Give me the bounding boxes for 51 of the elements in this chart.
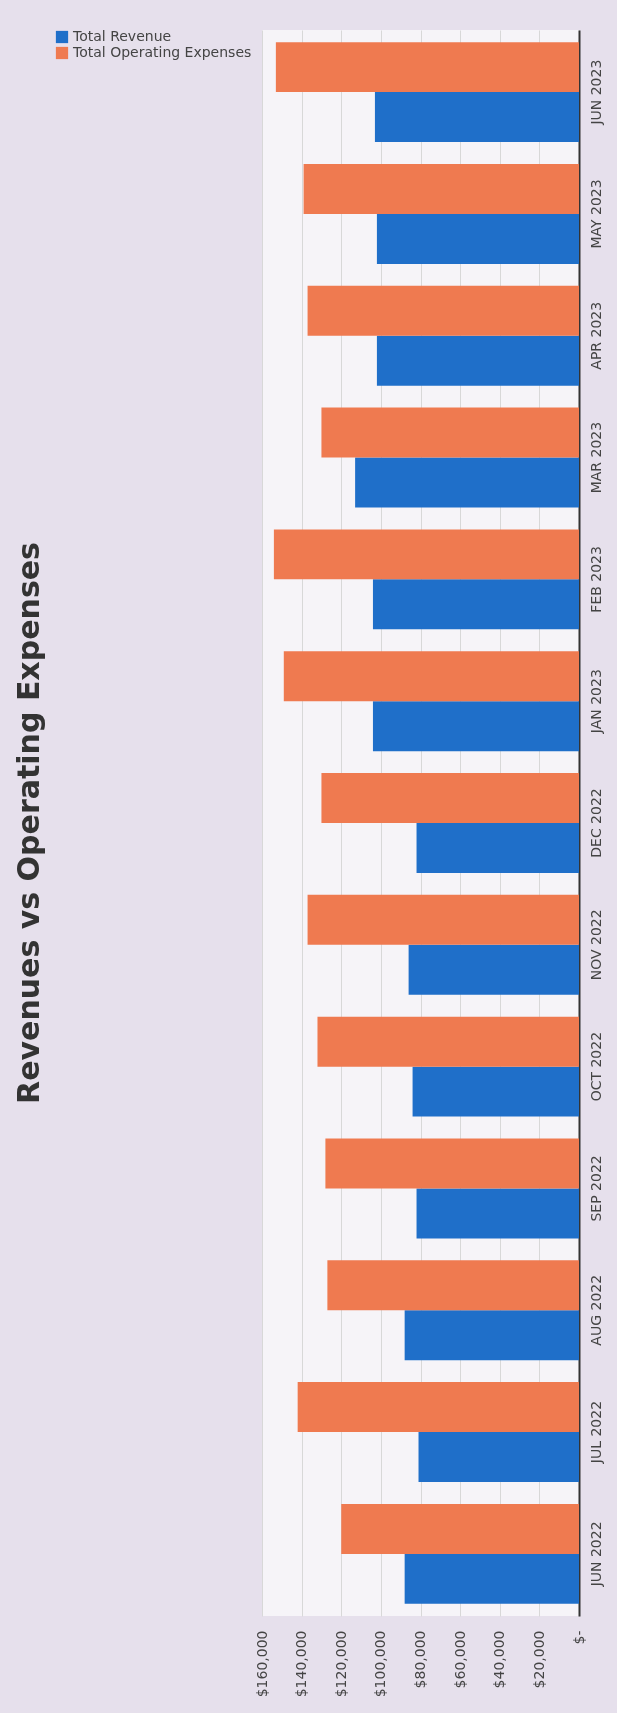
bar [327, 1260, 579, 1311]
bar [283, 651, 579, 702]
bar [273, 529, 579, 580]
y-tick-label: JUL 2022 [587, 1400, 604, 1465]
y-tick-label: JUN 2023 [587, 59, 604, 126]
bar [408, 944, 579, 995]
y-tick-label: APR 2023 [587, 301, 604, 370]
x-tick-label: $120,000 [332, 1630, 349, 1698]
bar [321, 773, 579, 823]
bar [325, 1138, 579, 1189]
bar [355, 457, 579, 508]
bar [317, 1016, 579, 1067]
bar [341, 1503, 579, 1554]
y-tick-label: FEB 2023 [587, 546, 604, 613]
bar [418, 1432, 579, 1483]
x-tick-label: $80,000 [412, 1630, 428, 1689]
y-tick-label: JAN 2023 [587, 669, 604, 735]
bar [412, 1066, 579, 1117]
y-tick-label: OCT 2022 [587, 1031, 604, 1102]
y-tick-label: MAR 2023 [587, 421, 604, 494]
bar [416, 823, 579, 873]
bar [307, 894, 579, 945]
x-tick-label: $100,000 [372, 1630, 389, 1698]
y-tick-label: DEC 2022 [587, 788, 604, 858]
y-tick-label: JUN 2022 [587, 1521, 604, 1588]
bar [374, 92, 579, 143]
bar [321, 407, 579, 458]
bar [376, 213, 579, 264]
y-tick-label: SEP 2022 [587, 1155, 604, 1222]
y-tick-label: MAY 2023 [587, 179, 604, 249]
bar [416, 1188, 579, 1239]
bar [303, 163, 579, 214]
legend-label: Total Revenue [72, 28, 172, 44]
bar [372, 701, 579, 752]
x-tick-label: $140,000 [293, 1630, 310, 1698]
bar [404, 1553, 579, 1604]
legend-label: Total Operating Expenses [72, 44, 252, 60]
bar [372, 579, 579, 630]
y-tick-label: AUG 2022 [587, 1274, 604, 1346]
x-tick-label: $- [570, 1630, 587, 1645]
y-tick-label: NOV 2022 [587, 909, 604, 981]
bar [404, 1310, 579, 1361]
x-tick-label: $40,000 [491, 1630, 508, 1689]
x-tick-label: $160,000 [253, 1630, 270, 1698]
x-tick-label: $20,000 [530, 1630, 547, 1689]
bar [376, 335, 579, 386]
x-tick-label: $60,000 [451, 1630, 468, 1689]
bar [307, 285, 579, 336]
bar [275, 42, 579, 93]
bar [297, 1382, 579, 1433]
text: Revenues vs Operating Expenses [11, 542, 46, 1104]
